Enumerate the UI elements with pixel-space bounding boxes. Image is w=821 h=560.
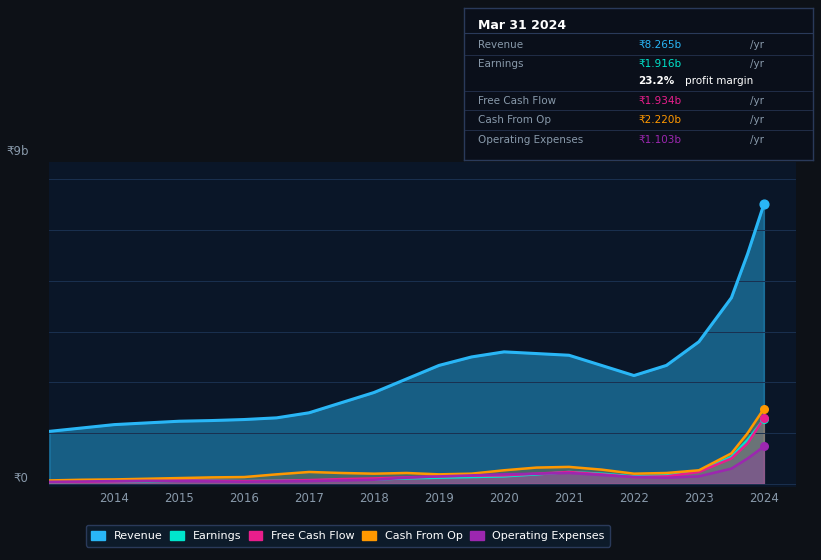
Text: Revenue: Revenue (478, 40, 523, 50)
Text: Mar 31 2024: Mar 31 2024 (478, 19, 566, 32)
Text: ₹2.220b: ₹2.220b (639, 115, 681, 125)
Text: Free Cash Flow: Free Cash Flow (478, 96, 556, 106)
Text: Operating Expenses: Operating Expenses (478, 135, 583, 145)
Text: /yr: /yr (750, 135, 764, 145)
Text: Cash From Op: Cash From Op (478, 115, 551, 125)
Text: ₹1.103b: ₹1.103b (639, 135, 681, 145)
Text: /yr: /yr (750, 59, 764, 69)
Point (757, 414, 770, 423)
Text: /yr: /yr (750, 115, 764, 125)
Text: ₹0: ₹0 (14, 472, 29, 486)
Text: ₹8.265b: ₹8.265b (639, 40, 681, 50)
Point (757, 442, 770, 451)
Text: Earnings: Earnings (478, 59, 523, 69)
Point (757, 404, 770, 413)
Point (757, 200, 770, 209)
Text: ₹9b: ₹9b (7, 144, 29, 158)
Text: 23.2%: 23.2% (639, 76, 675, 86)
Text: profit margin: profit margin (686, 76, 754, 86)
Legend: Revenue, Earnings, Free Cash Flow, Cash From Op, Operating Expenses: Revenue, Earnings, Free Cash Flow, Cash … (86, 525, 610, 547)
Point (757, 414, 770, 423)
Text: /yr: /yr (750, 40, 764, 50)
Text: ₹1.934b: ₹1.934b (639, 96, 681, 106)
Text: ₹1.916b: ₹1.916b (639, 59, 681, 69)
Text: /yr: /yr (750, 96, 764, 106)
